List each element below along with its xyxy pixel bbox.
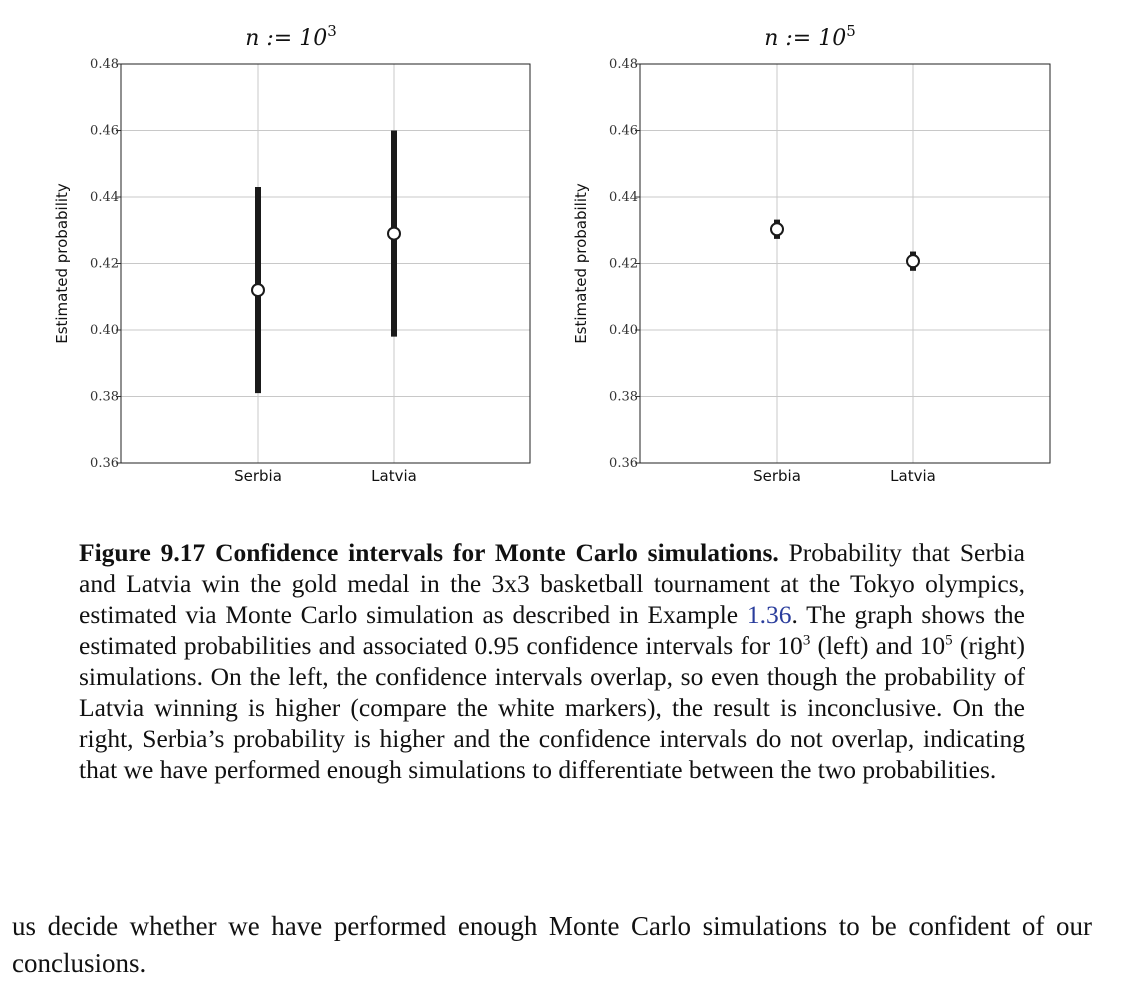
caption-label: Figure 9.17 Confidence intervals for Mon… (79, 538, 779, 567)
estimate-marker (906, 254, 920, 269)
chart-panel-1: 0.36 0.38 0.40 0.42 0.44 0.46 0.48 Serbia Latvia… (53, 22, 531, 485)
body-paragraph: us decide whether we have performed enou… (12, 911, 1092, 978)
caption-text-4: (right) simulations. On the left, the co… (79, 631, 1025, 784)
x-tick-label-serbia: Serbia (234, 467, 282, 485)
y-tick-label: 0.48 (609, 57, 638, 72)
plot-frame (120, 63, 531, 464)
y-tick-label: 0.44 (90, 190, 119, 205)
plot-frame (639, 63, 1051, 464)
y-tick-label: 0.38 (609, 390, 638, 405)
x-tick-label-latvia: Latvia (371, 467, 417, 485)
estimate-marker (251, 283, 265, 298)
estimate-marker (387, 226, 401, 241)
caption-text-3: (left) and 10 (810, 631, 946, 660)
caption-text-2: . The graph shows the estimated probabil… (79, 600, 1025, 660)
y-tick-label: 0.42 (90, 257, 119, 272)
caption-text-1: Probability that Serbia and Latvia win t… (79, 538, 1025, 629)
y-tick-label: 0.48 (90, 57, 119, 72)
y-tick-label: 0.36 (609, 456, 638, 471)
y-axis-label: Estimated probability (53, 183, 71, 344)
y-tick-label: 0.46 (90, 124, 119, 139)
caption-sup-2: 5 (945, 632, 953, 649)
y-tick-label: 0.46 (609, 124, 638, 139)
x-tick-label-latvia: Latvia (890, 467, 936, 485)
chart-title: n := 103 (245, 22, 337, 51)
figure-caption: Figure 9.17 Confidence intervals for Mon… (79, 537, 1025, 785)
y-axis-label: Estimated probability (572, 183, 590, 344)
chart-panel-2: 0.36 0.38 0.40 0.42 0.44 0.46 0.48 Serbia Latvia… (572, 22, 1051, 485)
example-link[interactable]: 1.36 (746, 600, 792, 629)
chart-title: n := 105 (764, 22, 856, 51)
figure-charts: 0.36 0.38 0.40 0.42 0.44 0.46 0.48 Serbia Latvia… (53, 22, 1051, 485)
caption-sup-1: 3 (802, 632, 811, 649)
y-tick-label: 0.40 (90, 323, 119, 338)
y-tick-label: 0.38 (90, 390, 119, 405)
chart-title-base: n := 10 (245, 26, 327, 51)
chart-title-exponent: 3 (327, 22, 337, 40)
chart-title-exponent: 5 (846, 22, 856, 40)
estimate-marker (770, 222, 784, 237)
y-tick-label: 0.42 (609, 257, 638, 272)
y-tick-label: 0.40 (609, 323, 638, 338)
y-tick-label: 0.36 (90, 456, 119, 471)
y-tick-label: 0.44 (609, 190, 638, 205)
chart-title-base: n := 10 (764, 26, 846, 51)
x-tick-label-serbia: Serbia (753, 467, 801, 485)
